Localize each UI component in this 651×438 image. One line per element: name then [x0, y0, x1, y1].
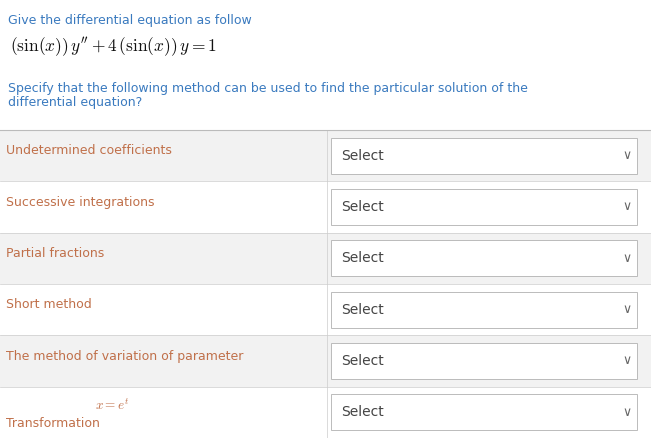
Text: Undetermined coefficients: Undetermined coefficients	[6, 145, 172, 157]
Bar	[331, 292, 637, 328]
Text: Select: Select	[341, 405, 383, 419]
Bar	[0, 233, 651, 284]
Text: ∨: ∨	[622, 149, 631, 162]
Text: Specify that the following method can be used to find the particular solution of: Specify that the following method can be…	[8, 82, 528, 95]
Text: differential equation?: differential equation?	[8, 96, 143, 109]
Bar	[331, 394, 637, 430]
Text: Give the differential equation as follow: Give the differential equation as follow	[8, 14, 252, 27]
Text: ∨: ∨	[622, 354, 631, 367]
Bar	[0, 130, 651, 181]
Text: $(\sin(x))\, y'' + 4\,(\sin(x))\, y = 1$: $(\sin(x))\, y'' + 4\,(\sin(x))\, y = 1$	[10, 36, 217, 59]
Text: Select: Select	[341, 148, 383, 162]
Text: Partial fractions: Partial fractions	[6, 247, 104, 260]
Text: ∨: ∨	[622, 201, 631, 213]
Text: Select: Select	[341, 251, 383, 265]
Bar	[331, 138, 637, 173]
Bar	[331, 240, 637, 276]
Text: Successive integrations: Successive integrations	[6, 196, 154, 208]
Text: Select: Select	[341, 303, 383, 317]
Bar	[0, 284, 651, 336]
Bar	[0, 336, 651, 387]
Bar	[331, 343, 637, 379]
Text: Short method: Short method	[6, 298, 92, 311]
Text: ∨: ∨	[622, 252, 631, 265]
Bar	[331, 189, 637, 225]
Text: ∨: ∨	[622, 303, 631, 316]
Text: The method of variation of parameter: The method of variation of parameter	[6, 350, 243, 363]
Text: $x = e^t$: $x = e^t$	[95, 398, 130, 413]
Text: ∨: ∨	[622, 406, 631, 419]
Bar	[0, 181, 651, 233]
Text: Select: Select	[341, 200, 383, 214]
Text: Select: Select	[341, 354, 383, 368]
Bar	[0, 387, 651, 438]
Text: Transformation: Transformation	[6, 417, 100, 431]
